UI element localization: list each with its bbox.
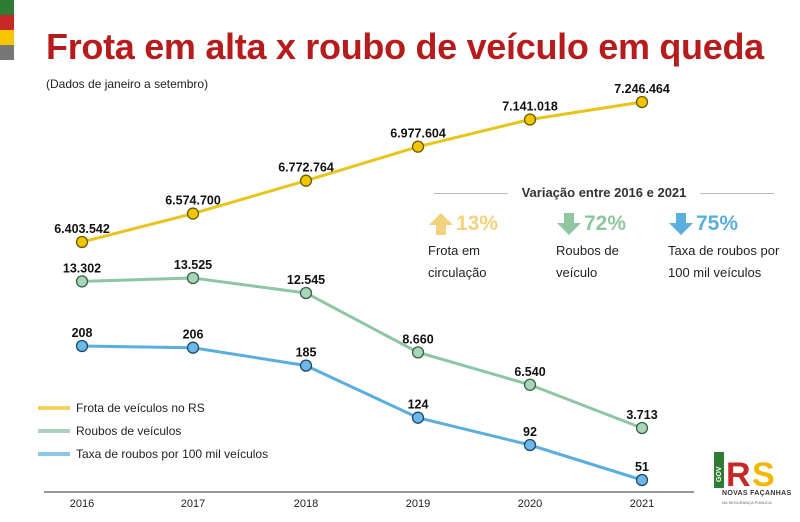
x-tick-label: 2020 (518, 498, 542, 510)
svg-text:R: R (726, 456, 751, 494)
data-point (186, 271, 200, 285)
legend-label-roubos: Roubos de veículos (76, 423, 182, 438)
variation-divider-right (700, 193, 774, 194)
data-label: 7.141.018 (502, 100, 558, 114)
data-point (523, 378, 537, 391)
data-point (635, 473, 649, 487)
flag-gray (0, 45, 14, 60)
variation-roubos-desc-1: Roubos de (556, 243, 619, 258)
x-tick-label: 2018 (294, 498, 318, 510)
variation-taxa: 75% Taxa de roubos por 100 mil veículos (668, 210, 779, 284)
data-label: 92 (523, 425, 537, 439)
data-label: 6.540 (514, 365, 545, 379)
data-point (411, 140, 425, 153)
data-point (299, 286, 313, 300)
data-point (186, 207, 200, 220)
data-label: 6.574.700 (165, 194, 221, 208)
data-point (299, 359, 313, 372)
data-label: 13.525 (174, 258, 212, 272)
chart-subtitle: (Dados de janeiro a setembro) (46, 77, 209, 91)
variation-frota-desc-1: Frota em (428, 243, 481, 258)
flag-red (0, 15, 14, 30)
series-line-0 (81, 100, 643, 244)
legend: Frota de veículos no RS Roubos de veícul… (38, 396, 268, 465)
arrow-up-icon (429, 213, 453, 235)
data-point (523, 438, 537, 452)
data-label: 208 (72, 326, 93, 340)
chart-title: Frota em alta x roubo de veículo em qued… (46, 26, 764, 67)
rs-government-logo: GOV R S (714, 452, 775, 494)
data-label: 3.713 (626, 408, 657, 422)
data-point (75, 339, 89, 353)
data-label: 6.772.764 (278, 161, 334, 175)
data-point (186, 341, 200, 354)
legend-swatch-taxa (38, 451, 70, 456)
data-point (411, 411, 425, 424)
data-point (411, 346, 425, 359)
variation-taxa-desc-1: Taxa de roubos por (668, 243, 780, 258)
data-label: 6.977.604 (390, 127, 446, 141)
series-line-2 (81, 344, 643, 482)
data-label: 12.545 (287, 273, 325, 287)
data-label: 51 (635, 460, 649, 474)
data-label: 124 (408, 398, 429, 412)
variation-divider-left (434, 193, 508, 194)
legend-label-frota: Frota de veículos no RS (76, 400, 205, 415)
variation-roubos-pct: 72% (584, 212, 627, 235)
x-tick-label: 2021 (630, 498, 654, 510)
legend-label-taxa: Taxa de roubos por 100 mil veículos (76, 446, 269, 461)
flag-yellow (0, 30, 14, 45)
legend-item-taxa: Taxa de roubos por 100 mil veículos (38, 442, 268, 465)
x-tick-label: 2016 (70, 498, 94, 510)
data-label: 185 (296, 346, 317, 360)
logo-subtext: NA SEGURANÇA PÚBLICA (722, 500, 772, 505)
variation-taxa-desc-2: 100 mil veículos (668, 265, 762, 280)
data-point (523, 113, 537, 126)
x-tick-label: 2019 (406, 498, 430, 510)
data-point (635, 421, 649, 435)
legend-swatch-roubos (38, 428, 70, 433)
data-label: 6.403.542 (54, 222, 110, 236)
data-point (635, 95, 649, 109)
variation-frota-pct: 13% (456, 212, 499, 235)
data-point (75, 275, 89, 288)
svg-text:GOV: GOV (716, 466, 723, 482)
variation-roubos-desc-2: veículo (556, 265, 598, 280)
data-point (75, 235, 89, 249)
data-label: 8.660 (402, 332, 433, 346)
variation-roubos: 72% Roubos de veículo (556, 210, 626, 284)
variation-title: Variação entre 2016 e 2021 (521, 185, 687, 200)
data-label: 206 (183, 328, 204, 342)
data-point (299, 174, 313, 187)
legend-item-roubos: Roubos de veículos (38, 419, 268, 442)
data-label: 7.246.464 (614, 82, 670, 96)
x-tick-label: 2017 (181, 498, 205, 510)
arrow-down-icon (557, 213, 581, 235)
svg-text:S: S (752, 456, 775, 494)
legend-swatch-frota (38, 405, 70, 410)
flag-green (0, 0, 14, 15)
data-label: 13.302 (63, 261, 101, 275)
variation-frota-desc-2: circulação (428, 265, 487, 280)
arrow-down-icon (669, 213, 693, 235)
variation-taxa-pct: 75% (696, 212, 739, 235)
series-line-1 (81, 276, 643, 430)
variation-frota: 13% Frota em circulação (428, 210, 498, 284)
legend-item-frota: Frota de veículos no RS (38, 396, 268, 419)
logo-text: NOVAS FAÇANHAS (722, 490, 792, 497)
